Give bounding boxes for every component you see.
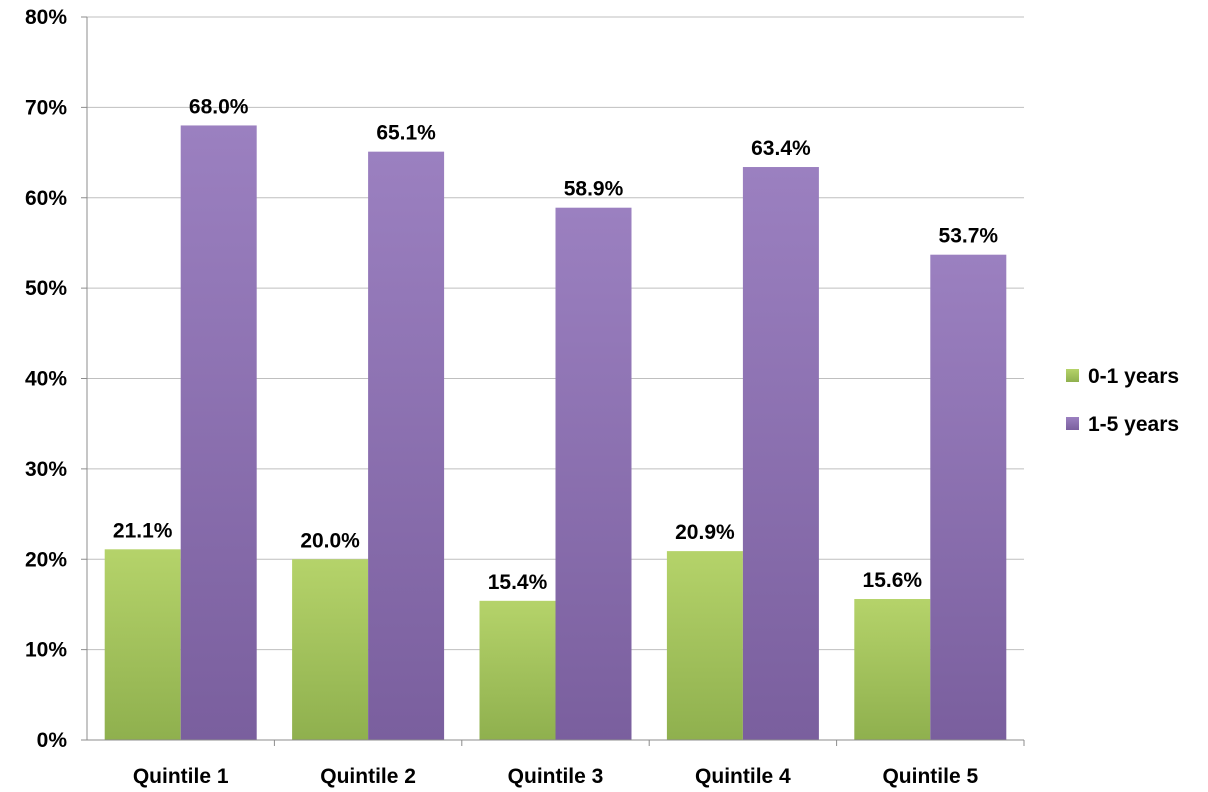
legend-label: 0-1 years xyxy=(1088,365,1179,388)
data-label: 20.9% xyxy=(675,521,735,544)
y-tick-label: 30% xyxy=(25,458,67,481)
bar-series-0-1-years xyxy=(479,600,556,740)
bar-series-1-5-years xyxy=(742,167,819,740)
y-tick-label: 40% xyxy=(25,368,67,391)
bar-series-0-1-years xyxy=(666,551,743,740)
bar-series-0-1-years xyxy=(292,559,369,740)
data-label: 68.0% xyxy=(189,95,249,118)
data-label: 20.0% xyxy=(300,529,360,552)
data-label: 15.4% xyxy=(488,571,548,594)
bar-series-0-1-years xyxy=(104,549,181,740)
legend: 0-1 years 1-5 years xyxy=(1066,365,1179,436)
x-category-label: Quintile 3 xyxy=(508,765,604,788)
data-label: 63.4% xyxy=(751,137,811,160)
legend-swatch xyxy=(1066,369,1079,382)
y-tick-label: 50% xyxy=(25,277,67,300)
y-tick-label: 20% xyxy=(25,548,67,571)
y-tick-label: 10% xyxy=(25,639,67,662)
y-tick-label: 70% xyxy=(25,96,67,119)
data-label: 21.1% xyxy=(113,519,173,542)
data-label: 15.6% xyxy=(863,569,923,592)
x-category-label: Quintile 5 xyxy=(882,765,978,788)
data-label: 53.7% xyxy=(939,225,999,248)
bar-series-1-5-years xyxy=(180,125,257,740)
data-labels: 21.1% 68.0% 20.0% 65.1% 15.4% 58.9% 20.9% 63.4%… xyxy=(113,95,998,593)
x-axis-labels: Quintile 1 Quintile 2 Quintile 3 Quintile 4… xyxy=(133,765,979,788)
y-tick-label: 80% xyxy=(25,6,67,29)
data-label: 58.9% xyxy=(564,178,624,201)
y-axis-ticks: 0% 10% 20% 30% 40% 50% 60% 70% 80% xyxy=(25,6,87,752)
legend-label: 1-5 years xyxy=(1088,413,1179,436)
y-tick-label: 60% xyxy=(25,187,67,210)
bar-series-1-5-years xyxy=(368,151,445,740)
data-label: 65.1% xyxy=(376,122,436,145)
bar-series-1-5-years xyxy=(930,254,1007,740)
x-category-label: Quintile 1 xyxy=(133,765,229,788)
axes xyxy=(86,17,1025,746)
x-category-label: Quintile 4 xyxy=(695,765,791,788)
bars xyxy=(104,125,1007,740)
y-tick-label: 0% xyxy=(37,729,68,752)
x-category-label: Quintile 2 xyxy=(320,765,416,788)
bar-series-0-1-years xyxy=(854,599,931,740)
legend-swatch xyxy=(1066,417,1079,430)
bar-series-1-5-years xyxy=(555,207,632,740)
